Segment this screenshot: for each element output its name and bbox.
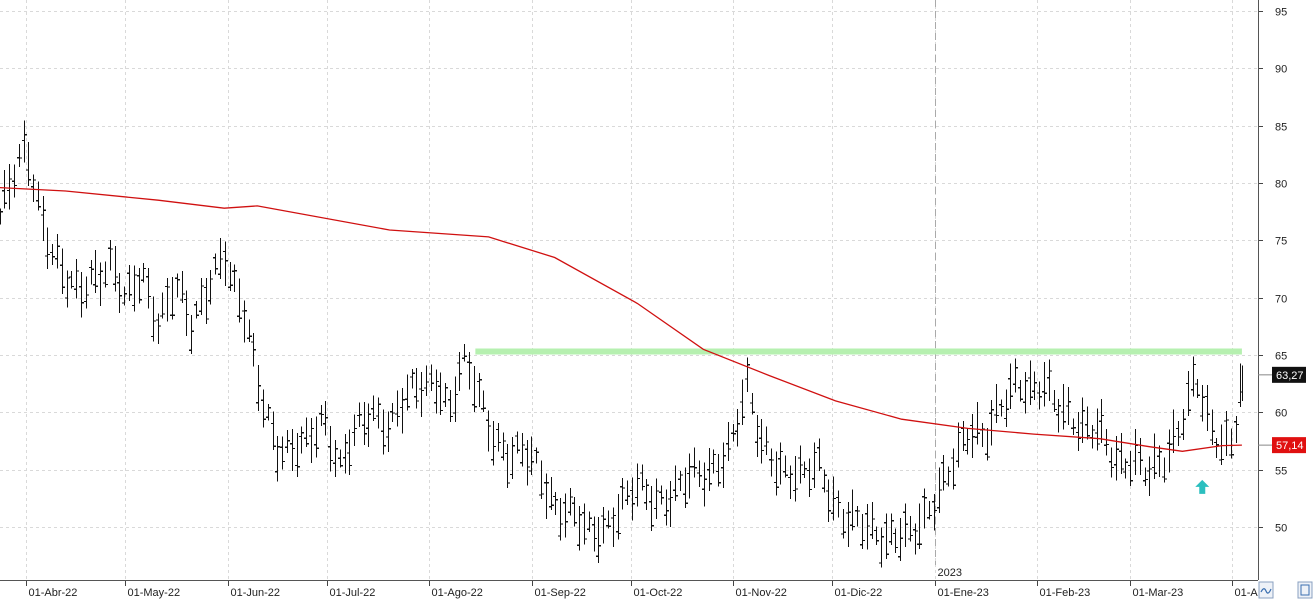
- x-tick-label: 01-Jun-22: [231, 587, 281, 599]
- x-tick-label: 01-Ago-22: [432, 587, 483, 599]
- y-tick-label: 90: [1275, 64, 1287, 76]
- x-tick-label: 01-Mar-23: [1133, 587, 1184, 599]
- fit-view-button[interactable]: [1297, 581, 1313, 599]
- y-tick-label: 70: [1275, 294, 1287, 306]
- last-price-badge-box: [1272, 366, 1306, 383]
- axes: 50 55 60 65 70 75 80 85 90 95 01-Abr-22 01-May-22 01…: [0, 0, 1287, 599]
- y-tick-label: 55: [1275, 466, 1287, 478]
- y-tick-label: 60: [1275, 408, 1287, 420]
- moving-average-badge-box: [1272, 437, 1306, 454]
- y-tick-label: 50: [1275, 523, 1287, 535]
- wave-icon: [1260, 588, 1272, 594]
- y-tick-label: 75: [1275, 236, 1287, 248]
- x-tick-label: 01-Feb-23: [1040, 587, 1091, 599]
- x-tick-label: 01-A: [1235, 587, 1259, 599]
- x-tick-label: 01-Oct-22: [634, 587, 683, 599]
- grid: [0, 0, 1258, 580]
- x-tick-label: 01-May-22: [128, 587, 181, 599]
- y-tick-label: 85: [1275, 122, 1287, 134]
- up-arrow-icon: [1195, 479, 1210, 494]
- x-tick-label: 01-Sep-22: [535, 587, 586, 599]
- y-tick-label: 95: [1275, 7, 1287, 19]
- x-tick-label: 01-Nov-22: [736, 587, 787, 599]
- fit-view-icon: [1300, 584, 1310, 596]
- moving-average-badge-text: 57,14: [1276, 440, 1304, 452]
- x-tick-label: 01-Ene-23: [938, 587, 989, 599]
- x-tick-label: 01-Dic-22: [835, 587, 883, 599]
- price-bars: [0, 120, 1244, 568]
- y-tick-label: 80: [1275, 179, 1287, 191]
- x-tick-label: 01-Abr-22: [29, 587, 78, 599]
- y-tick-label: 65: [1275, 351, 1287, 363]
- corner-controls: [1258, 581, 1313, 599]
- year-marker-label: 2023: [938, 567, 962, 579]
- price-badges: 63,27 57,14: [1258, 366, 1306, 454]
- last-price-badge-text: 63,27: [1276, 370, 1304, 382]
- x-tick-label: 01-Jul-22: [330, 587, 376, 599]
- moving-average-line: [0, 186, 1242, 494]
- moving-average-path: [0, 186, 1242, 452]
